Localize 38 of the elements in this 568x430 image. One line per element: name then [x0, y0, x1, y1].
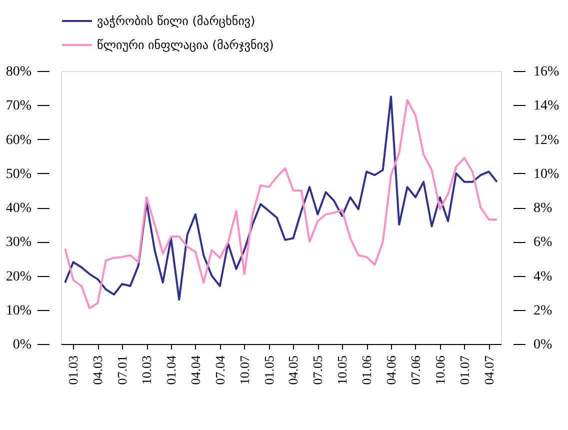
x-tick-label: 04.06	[384, 355, 398, 385]
x-tick-label: 04.07	[481, 355, 496, 385]
y-tick-label: 30%	[6, 235, 32, 250]
y-tick-label: 70%	[6, 98, 32, 114]
y-tick-label: 20%	[6, 269, 32, 284]
legend-label: წლიური ინფლაცია (მარჯვნივ)	[97, 38, 274, 52]
y-tick-label: 10%	[6, 303, 32, 318]
y2-tick-label: 10%	[534, 166, 560, 182]
x-tick-label: 01.07	[456, 355, 472, 385]
y2-tick-label: 12%	[534, 132, 560, 148]
x-tick-label: 07.01	[114, 356, 130, 385]
x-tick-label: 10.03	[139, 356, 154, 385]
y2-tick-label: 4%	[534, 269, 552, 284]
y2-tick-label: 2%	[534, 303, 552, 318]
x-tick-label: 10.07	[236, 355, 252, 385]
x-tick-label: 01.06	[359, 355, 374, 385]
x-tick-label: 01.05	[261, 356, 276, 385]
x-tick-label: 10.06	[432, 355, 448, 385]
x-tick-label: 07.06	[408, 355, 423, 385]
y-tick-label: 0%	[12, 338, 32, 352]
y-tick-label: 50%	[6, 166, 32, 182]
y-tick-label: 80%	[6, 64, 32, 80]
x-tick-label: 04.03	[90, 356, 106, 385]
y2-tick-label: 0%	[534, 338, 552, 352]
x-tick-label: 04.04	[188, 355, 203, 385]
y-tick-label: 40%	[6, 201, 32, 216]
y-tick-label: 60%	[6, 132, 32, 148]
x-tick-label: 01.03	[66, 356, 81, 385]
legend-label: ვაჭრობის წილი (მარცხნივ)	[97, 14, 256, 28]
y2-tick-label: 16%	[534, 64, 560, 80]
y2-tick-label: 14%	[534, 98, 560, 114]
x-tick-label: 10.05	[334, 356, 350, 385]
y2-tick-label: 6%	[534, 235, 552, 250]
x-tick-label: 07.04	[212, 355, 228, 385]
y2-tick-label: 8%	[534, 201, 552, 216]
x-tick-label: 07.05	[310, 356, 326, 385]
x-tick-label: 01.04	[164, 355, 178, 385]
x-tick-label: 04.05	[286, 356, 301, 385]
